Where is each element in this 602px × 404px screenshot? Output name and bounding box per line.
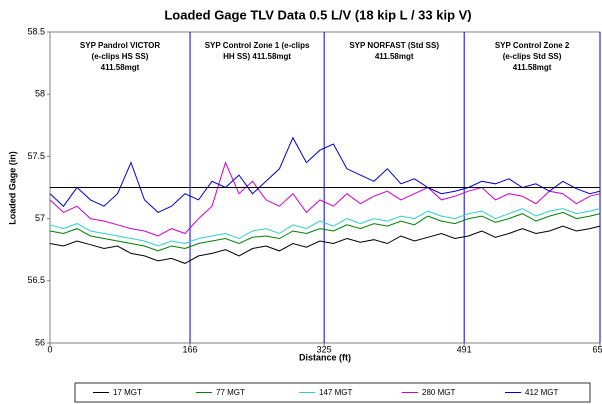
y-axis-label: Loaded Gage (in): [7, 151, 17, 225]
zone-label: SYP NORFAST (Std SS): [349, 41, 439, 50]
y-tick-label: 58.5: [27, 26, 45, 36]
legend-label: 412 MGT: [525, 388, 558, 397]
x-tick-label: 166: [183, 344, 198, 354]
x-tick-label: 325: [317, 344, 332, 354]
x-tick-label: 491: [457, 344, 472, 354]
zone-label: 411.58mgt: [101, 63, 140, 72]
legend-label: 17 MGT: [113, 388, 142, 397]
legend-label: 280 MGT: [422, 388, 455, 397]
y-tick-label: 57.5: [27, 151, 45, 161]
series-line: [49, 161, 601, 237]
y-tick-label: 56.5: [27, 275, 45, 285]
zone-label: SYP Pandrol VICTOR: [80, 41, 160, 50]
series-line: [49, 211, 601, 252]
legend-label: 147 MGT: [319, 388, 352, 397]
x-tick-label: 0: [47, 344, 52, 354]
zone-label: 411.58mgt: [513, 63, 552, 72]
series-line: [49, 225, 601, 264]
y-tick-label: 56: [35, 337, 45, 347]
zone-label: SYP Control Zone 1 (e-clips: [205, 41, 310, 50]
zone-label: SYP Control Zone 2: [495, 41, 570, 50]
x-axis-label: Distance (ft): [299, 352, 351, 362]
y-tick-label: 57: [35, 213, 45, 223]
series-line: [49, 136, 601, 213]
zone-label: HH SS) 411.58mgt: [223, 52, 291, 61]
zone-label: 411.58mgt: [375, 52, 414, 61]
legend-box: [74, 382, 591, 403]
chart-title: Loaded Gage TLV Data 0.5 L/V (18 kip L /…: [164, 7, 471, 22]
y-tick-label: 58: [35, 89, 45, 99]
series-line: [49, 208, 601, 247]
legend-label: 77 MGT: [216, 388, 245, 397]
zone-label: (e-clips Std SS): [503, 52, 562, 61]
x-tick-label: 652: [592, 344, 602, 354]
zone-label: (e-clips HS SS): [92, 52, 149, 61]
